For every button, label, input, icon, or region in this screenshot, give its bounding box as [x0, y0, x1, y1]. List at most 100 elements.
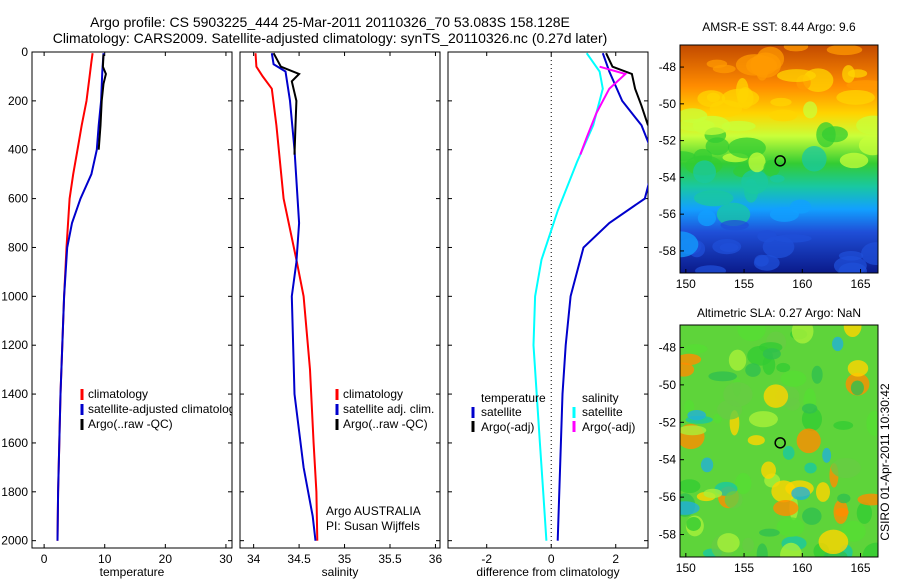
map-blob [850, 380, 864, 396]
legend-label: salinity [582, 391, 619, 405]
map-blob [796, 428, 821, 454]
map-blob [716, 202, 751, 227]
map-blob [769, 174, 785, 183]
map-blob [763, 384, 789, 408]
map-blob [769, 109, 798, 122]
map-blob [802, 507, 822, 525]
x-tick-label: 34.5 [287, 552, 311, 566]
series-line [532, 52, 604, 541]
map-blob [858, 135, 878, 156]
map-blob [686, 517, 702, 531]
y-tick-label: -54 [659, 170, 677, 184]
y-tick-label: -56 [659, 207, 677, 221]
map-blob [776, 69, 816, 83]
map-blob [821, 126, 848, 143]
x-axis-label: difference from climatology [476, 565, 619, 579]
y-tick-label: -54 [659, 453, 677, 467]
title-line-2: Climatology: CARS2009. Satellite-adjuste… [52, 30, 608, 46]
map-blob [839, 152, 869, 169]
map-blob [693, 190, 734, 207]
argo-position-marker [774, 437, 786, 449]
x-tick-label: 165 [851, 561, 871, 575]
map-blob [842, 65, 855, 83]
map-blob [703, 488, 723, 499]
x-tick-label: 34 [247, 552, 261, 566]
x-tick-label: 150 [676, 561, 696, 575]
map-blob [861, 242, 878, 266]
map-blob [840, 520, 866, 542]
y-tick-label: -50 [659, 378, 677, 392]
map-blob [709, 100, 743, 118]
map-blob [680, 501, 700, 515]
map-blob [847, 360, 869, 377]
map-blob [785, 397, 800, 411]
map-field [680, 45, 878, 273]
map-blob [791, 325, 814, 344]
series-line [97, 54, 107, 150]
map-blob [801, 146, 827, 172]
map-blob [695, 265, 726, 273]
timestamp-text: CSIRO 01-Apr-2011 10:30:42 [878, 383, 892, 541]
map-blob [761, 461, 776, 479]
map-blob [782, 445, 795, 460]
x-tick-label: 10 [98, 552, 112, 566]
map-blob [735, 472, 752, 495]
y-tick-label: -58 [659, 244, 677, 258]
y-tick-label: 1400 [1, 387, 28, 401]
x-tick-label: 150 [676, 277, 696, 291]
map-blob [728, 349, 747, 371]
map-blob [756, 543, 768, 557]
map-blob [723, 382, 753, 407]
map-blob [680, 362, 695, 377]
map-blob [680, 353, 702, 366]
map-blob [783, 45, 809, 52]
map-blob [818, 529, 849, 554]
map-title: Altimetric SLA: 0.27 Argo: NaN [697, 306, 861, 320]
map-blob [680, 479, 701, 494]
annotation-text: PI: Susan Wijffels [326, 519, 420, 533]
map-blob [712, 64, 736, 74]
legend-label: satellite [582, 405, 623, 419]
legend-label: satellite adj. clim. [343, 402, 434, 416]
series-line [605, 52, 648, 126]
plot-frame [31, 51, 233, 549]
series-line [579, 65, 628, 155]
x-axis-label: salinity [322, 565, 359, 579]
map-blob [843, 325, 862, 338]
map-blob [857, 493, 878, 506]
x-tick-label: 155 [734, 277, 754, 291]
series-line [56, 53, 94, 541]
x-tick-label: 35 [338, 552, 352, 566]
legend-label: temperature [481, 391, 546, 405]
x-tick-label: 0 [548, 552, 555, 566]
map-blob [762, 354, 776, 375]
x-tick-label: -2 [481, 552, 492, 566]
panel-temperature: 0 200 400 600 800 1000 1200 1400 1600 1800 2000 0 10… [1, 45, 233, 579]
y-tick-label: 1600 [1, 436, 28, 450]
map-blob [846, 80, 878, 91]
map-blob [804, 462, 817, 474]
map-frame [679, 44, 879, 274]
legend-label: Argo(..raw -QC) [343, 417, 428, 431]
map-blob [791, 486, 811, 500]
map-blob [780, 370, 807, 387]
plot-frame [447, 51, 649, 549]
legend-label: climatology [343, 387, 403, 401]
map-blob [763, 159, 780, 177]
map-blob [680, 108, 708, 123]
sla-map: Altimetric SLA: 0.27 Argo: NaN 150 155 160 1… [659, 306, 879, 575]
x-tick-label: 30 [219, 552, 233, 566]
x-tick-label: 2 [612, 552, 619, 566]
map-blob [822, 447, 832, 463]
series-line [272, 52, 301, 155]
x-tick-label: 35.5 [378, 552, 402, 566]
map-blob [833, 421, 854, 430]
map-blob [832, 336, 844, 352]
map-blob [826, 45, 863, 56]
map-blob [838, 262, 867, 273]
map-blob [697, 209, 717, 227]
x-tick-label: 160 [792, 277, 812, 291]
map-blob [721, 120, 756, 132]
map-blob [816, 482, 831, 502]
